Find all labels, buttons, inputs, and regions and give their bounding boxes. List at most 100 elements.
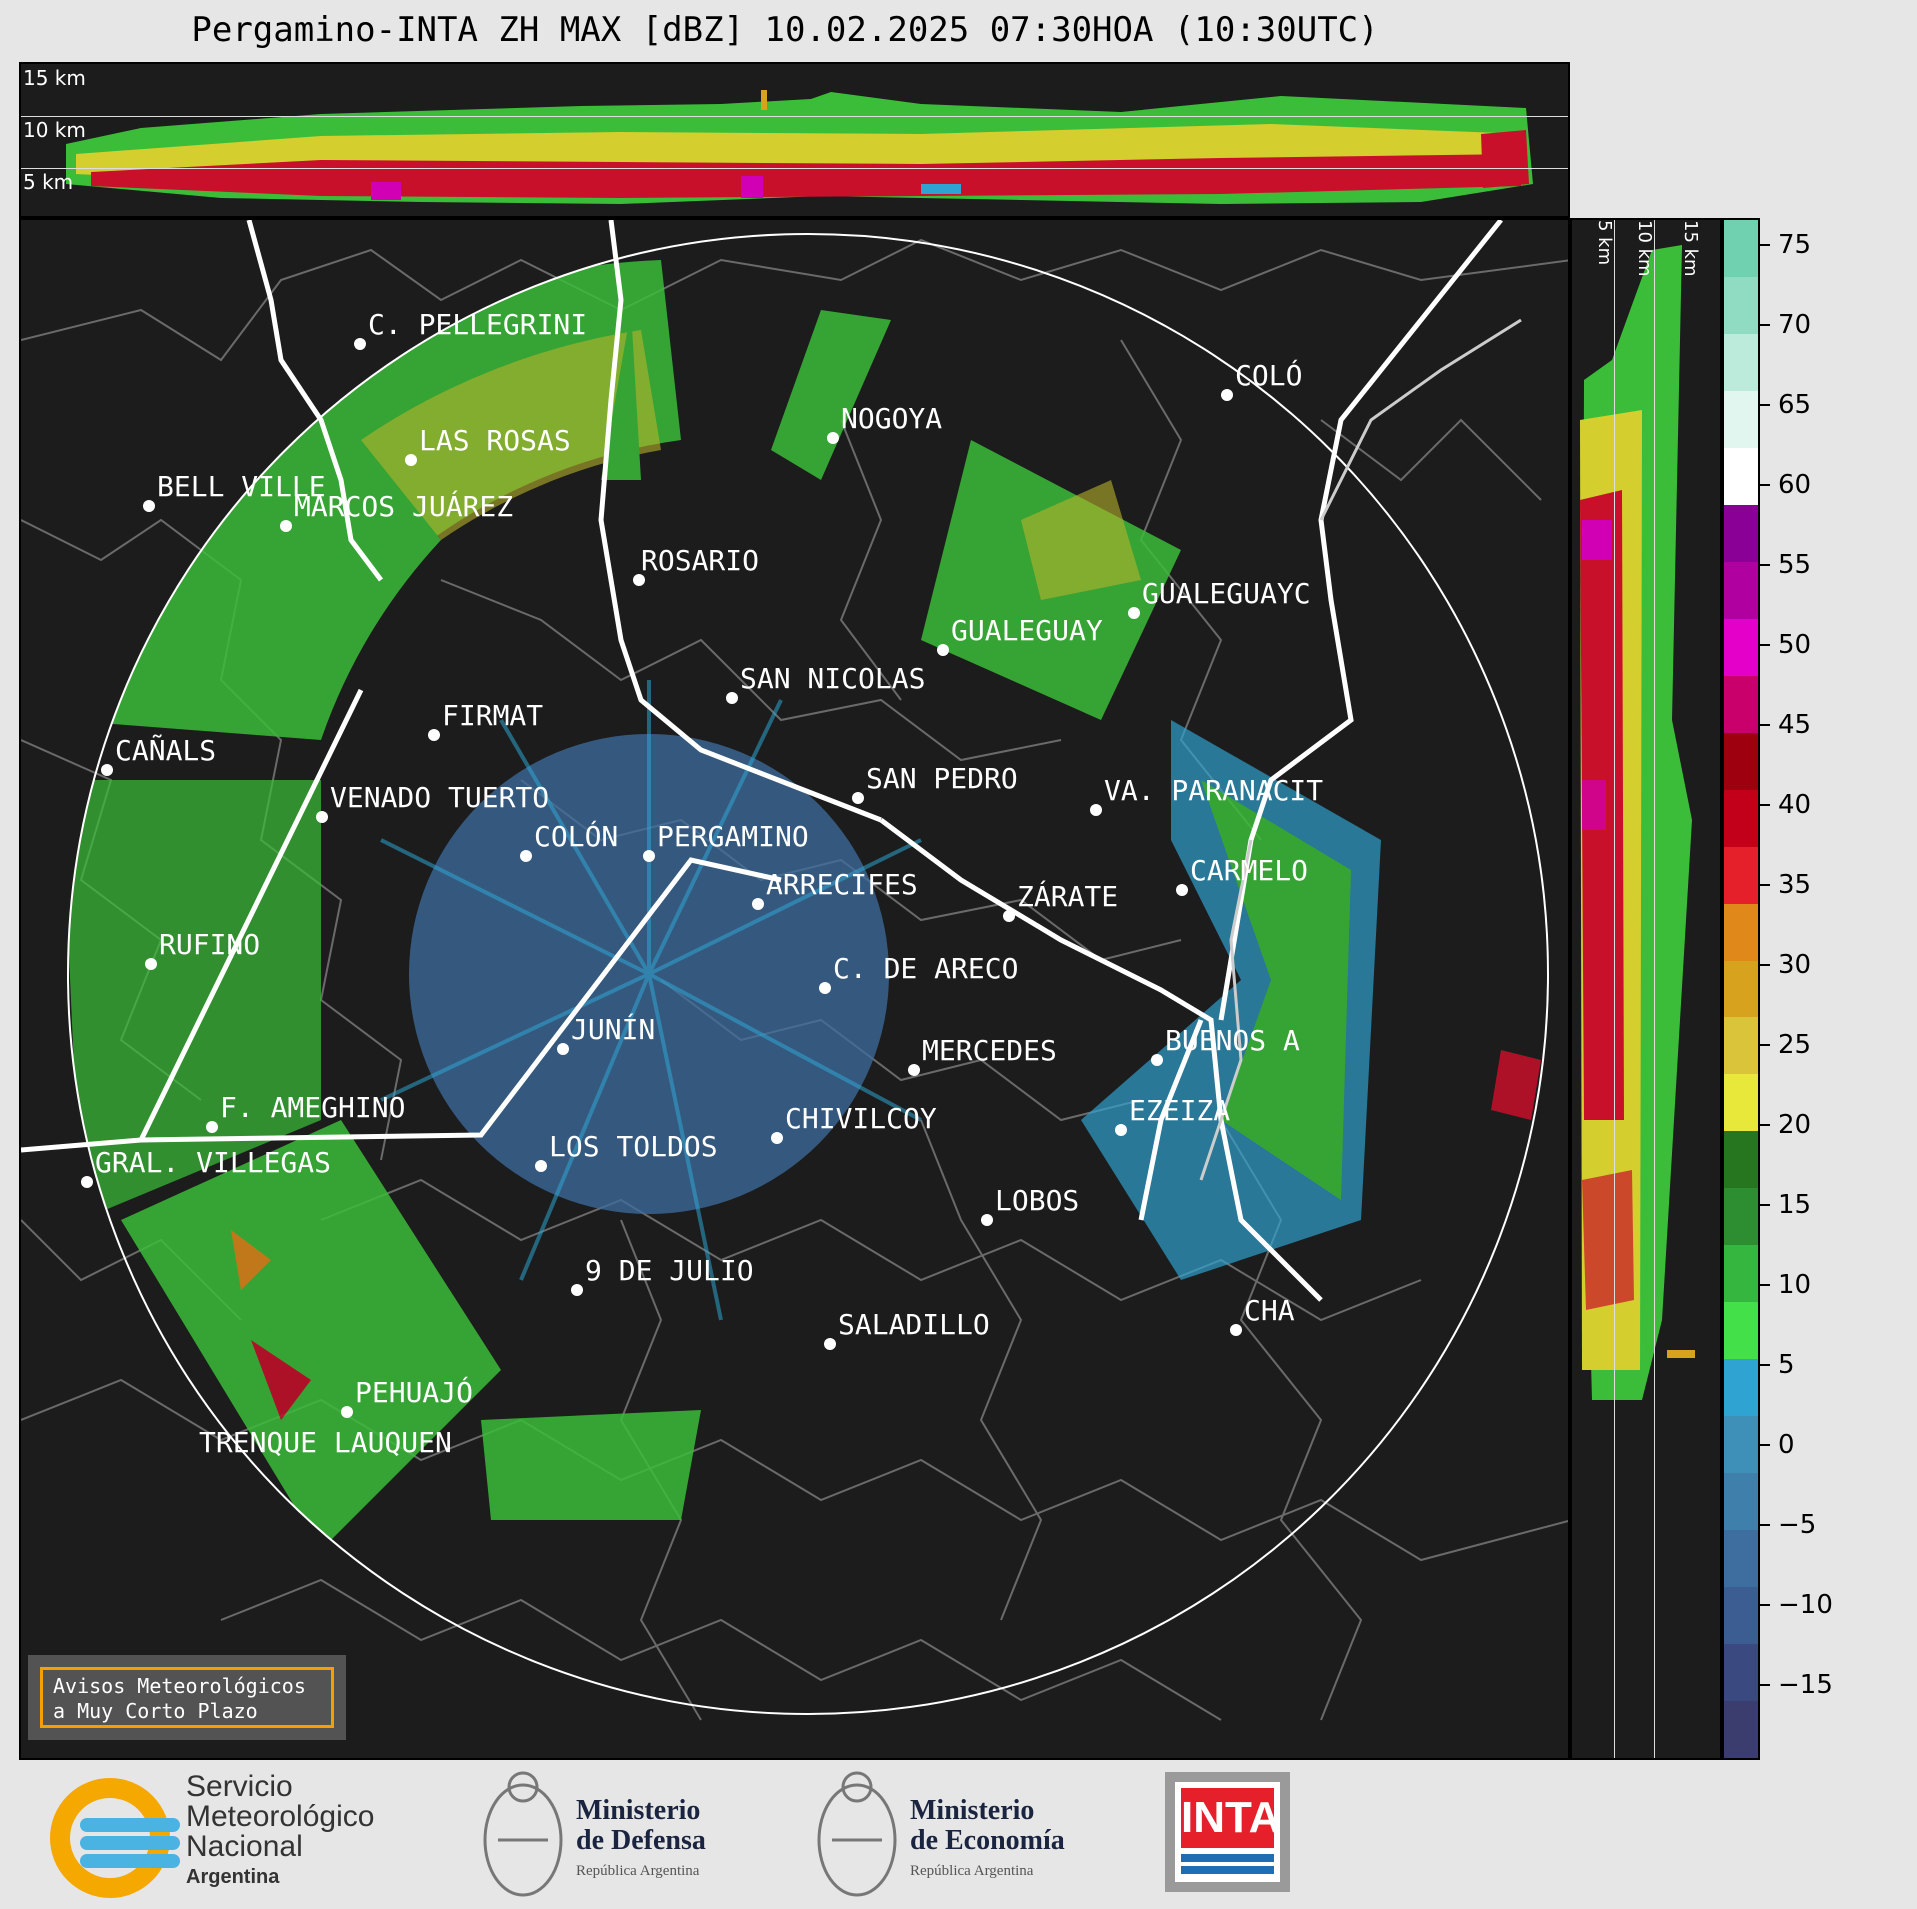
city-label: LOS TOLDOS (549, 1130, 718, 1163)
colorbar-tick: −10 (1760, 1590, 1917, 1620)
colorbar-tick-label: −15 (1778, 1670, 1833, 1700)
colorbar-segment (1724, 618, 1758, 676)
height-label-15km-right: 15 km (1680, 220, 1701, 277)
colorbar-tick-label: −10 (1778, 1590, 1833, 1620)
colorbar-tick-mark (1760, 804, 1770, 806)
smn-line-1: Servicio (186, 1770, 293, 1803)
warning-box-frame: Avisos Meteorológicos a Muy Corto Plazo (40, 1667, 334, 1728)
top-cross-section-echoes (66, 90, 1533, 204)
city-label: GUALEGUAY (951, 614, 1103, 647)
colorbar-segment (1724, 675, 1758, 733)
city-label: F. AMEGHINO (220, 1091, 405, 1124)
colorbar-segment (1724, 1700, 1758, 1758)
radar-map: C. PELLEGRINI LAS ROSAS BELL VILLE MARCO… (21, 220, 1568, 1721)
city-label: CHIVILCOY (785, 1102, 937, 1135)
colorbar-tick-label: 40 (1778, 790, 1812, 820)
rivers (1199, 318, 1522, 1181)
colorbar-tick: 65 (1760, 390, 1917, 420)
defensa-line-2: de Defensa (576, 1825, 706, 1856)
city-label: VENADO TUERTO (330, 781, 549, 814)
top-cross-section-panel: 15 km 10 km 5 km (19, 62, 1570, 218)
economia-line-3: República Argentina (910, 1863, 1034, 1879)
colorbar-tick-mark (1760, 404, 1770, 406)
colorbar-tick-mark (1760, 1044, 1770, 1046)
colorbar (1722, 218, 1760, 1760)
colorbar-segment (1724, 1415, 1758, 1474)
colorbar-segment (1724, 561, 1758, 619)
city-label: TRENQUE LAUQUEN (199, 1426, 452, 1459)
colorbar-segment (1724, 1472, 1758, 1531)
colorbar-tick: 10 (1760, 1270, 1917, 1300)
colorbar-tick-label: 15 (1778, 1190, 1812, 1220)
colorbar-segment (1724, 276, 1758, 334)
city-label: EZEIZA (1129, 1094, 1230, 1127)
range-ring (67, 233, 1549, 1715)
colorbar-tick-label: 70 (1778, 310, 1812, 340)
colorbar-tick-mark (1760, 324, 1770, 326)
colorbar-tick: 30 (1760, 950, 1917, 980)
colorbar-tick-label: −5 (1778, 1510, 1817, 1540)
colorbar-tick: −5 (1760, 1510, 1917, 1540)
colorbar-segment (1724, 959, 1758, 1018)
colorbar-tick: 70 (1760, 310, 1917, 340)
city-label: ZÁRATE (1017, 879, 1118, 913)
colorbar-tick-mark (1760, 884, 1770, 886)
colorbar-tick-mark (1760, 244, 1770, 246)
colorbar-segment (1724, 504, 1758, 562)
radar-map-panel: C. PELLEGRINI LAS ROSAS BELL VILLE MARCO… (19, 218, 1570, 1760)
colorbar-tick-mark (1760, 1284, 1770, 1286)
smn-line-2: Meteorológico (186, 1800, 375, 1833)
city-label: NOGOYA (841, 402, 942, 435)
colorbar-tick-label: 65 (1778, 390, 1812, 420)
city-label: PEHUAJÓ (355, 1375, 473, 1409)
colorbar-tick-mark (1760, 1524, 1770, 1526)
city-label: PERGAMINO (657, 820, 809, 853)
city-label: C. DE ARECO (833, 952, 1018, 985)
defensa-logo-text: Ministerio de Defensa República Argentin… (576, 1796, 706, 1886)
smn-line-3: Nacional (186, 1830, 303, 1863)
height-line-10km (21, 168, 1568, 169)
smn-logo-icon (50, 1778, 180, 1898)
economia-line-1: Ministerio (910, 1795, 1035, 1826)
height-line-15km (21, 116, 1568, 117)
inta-logo-text: INTA (1181, 1788, 1280, 1848)
coat-of-arms-icon (817, 1771, 897, 1897)
colorbar-tick: 55 (1760, 550, 1917, 580)
colorbar-segment (1724, 1244, 1758, 1303)
colorbar-tick-label: 30 (1778, 950, 1812, 980)
colorbar-segment (1724, 1016, 1758, 1075)
coat-of-arms-icon (483, 1771, 563, 1897)
city-label: GUALEGUAYC (1142, 577, 1311, 610)
city-label: SAN PEDRO (866, 762, 1018, 795)
city-label: LOBOS (995, 1184, 1079, 1217)
city-label: MARCOS JUÁREZ (294, 489, 513, 523)
city-label: BELL VILLE (157, 470, 326, 503)
inta-logo: INTA (1165, 1772, 1290, 1892)
colorbar-tick: 75 (1760, 230, 1917, 260)
city-label: CAÑALS (115, 733, 216, 767)
colorbar-segment (1724, 1187, 1758, 1246)
city-label: ARRECIFES (766, 868, 918, 901)
colorbar-segment (1724, 732, 1758, 790)
smn-line-4: Argentina (186, 1866, 280, 1888)
colorbar-tick-mark (1760, 964, 1770, 966)
height-label-10km-right: 10 km (1634, 220, 1655, 277)
colorbar-segment (1724, 789, 1758, 847)
right-cross-section-panel: 5 km 10 km 15 km (1570, 218, 1722, 1760)
colorbar-tick: 45 (1760, 710, 1917, 740)
colorbar-tick-mark (1760, 1204, 1770, 1206)
city-label: C. PELLEGRINI (368, 308, 587, 341)
right-cross-section-echoes (1580, 245, 1695, 1400)
city-label: COLÓ (1235, 358, 1302, 392)
city-label: SALADILLO (838, 1308, 990, 1341)
city-label: CHA (1244, 1294, 1295, 1327)
height-line-5km (1614, 220, 1615, 1758)
colorbar-tick-mark (1760, 724, 1770, 726)
colorbar-tick-mark (1760, 484, 1770, 486)
colorbar-tick: 35 (1760, 870, 1917, 900)
height-label-5km: 5 km (23, 170, 74, 194)
height-label-5km-right: 5 km (1594, 220, 1615, 266)
colorbar-tick-label: 60 (1778, 470, 1812, 500)
colorbar-tick: 20 (1760, 1110, 1917, 1140)
colorbar-segment (1724, 1130, 1758, 1189)
